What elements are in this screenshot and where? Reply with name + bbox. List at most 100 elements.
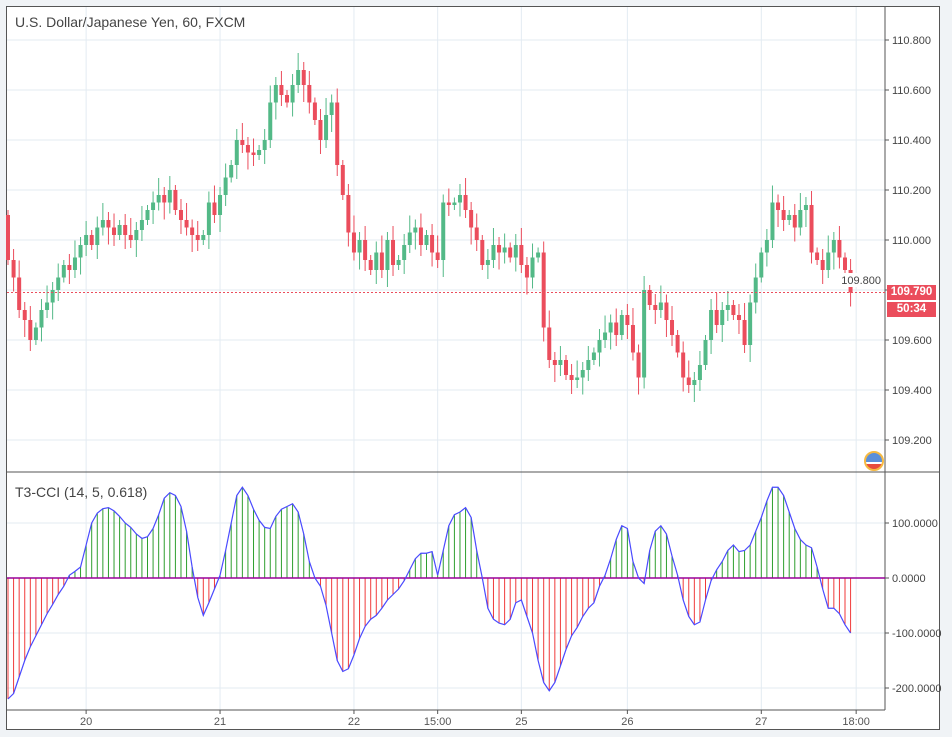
- candle: [50, 282, 55, 320]
- candle: [580, 362, 585, 395]
- candle-body: [748, 302, 753, 345]
- candle-body: [497, 245, 502, 253]
- candle-body: [614, 322, 619, 335]
- candle: [112, 213, 117, 246]
- candle: [296, 53, 301, 93]
- candle-body: [725, 305, 730, 310]
- candle: [764, 229, 769, 267]
- x-tick-label: 25: [515, 716, 527, 728]
- candle-body: [474, 227, 479, 240]
- candle-body: [391, 240, 396, 265]
- candle-body: [162, 195, 167, 203]
- candle-body: [385, 240, 390, 270]
- candle: [407, 215, 412, 253]
- candle: [736, 304, 741, 334]
- candle: [245, 137, 250, 170]
- candle-body: [826, 252, 831, 270]
- candle: [452, 197, 457, 210]
- candle-body: [424, 235, 429, 245]
- candle: [558, 346, 563, 376]
- candle-body: [56, 277, 61, 290]
- candle-body: [720, 310, 725, 325]
- candle-body: [190, 227, 195, 235]
- candle-body: [547, 327, 552, 360]
- candle-body: [329, 102, 334, 115]
- candle: [251, 138, 256, 166]
- candle-body: [843, 257, 847, 270]
- candle-body: [619, 315, 624, 335]
- candle-body: [184, 220, 189, 228]
- candle: [547, 310, 552, 368]
- price-tick-label: 109.400: [892, 385, 932, 397]
- candle: [803, 197, 808, 227]
- candle: [625, 304, 630, 339]
- candle: [357, 232, 362, 270]
- indicator-title[interactable]: T3-CCI (14, 5, 0.618): [15, 484, 148, 500]
- candle-body: [575, 377, 580, 380]
- candle-body: [452, 202, 457, 205]
- candle-body: [664, 302, 669, 320]
- candle-body: [379, 252, 384, 270]
- candle-body: [33, 327, 38, 340]
- candle: [145, 205, 150, 225]
- candle-body: [670, 320, 675, 335]
- currency-flag-icon[interactable]: [864, 451, 884, 471]
- candle: [742, 303, 747, 353]
- candle-body: [145, 210, 150, 220]
- candle: [234, 129, 239, 179]
- candle-body: [558, 360, 563, 365]
- x-tick-label: 18:00: [842, 716, 870, 728]
- candle: [497, 237, 502, 270]
- candle: [106, 212, 111, 245]
- candle-body: [201, 235, 206, 240]
- candle-body: [469, 210, 474, 228]
- candle-body: [692, 380, 697, 385]
- candle: [776, 194, 781, 227]
- candle: [457, 184, 462, 217]
- candle: [519, 228, 524, 273]
- candle: [95, 216, 100, 259]
- candle: [681, 341, 686, 392]
- candle-body: [357, 240, 362, 253]
- candle-body: [647, 290, 652, 305]
- candle-body: [290, 85, 295, 103]
- candle-body: [167, 190, 172, 203]
- symbol-title: U.S. Dollar/Japanese Yen, 60, FXCM: [15, 14, 246, 30]
- candle-body: [240, 140, 245, 145]
- candle-body: [603, 332, 608, 340]
- candle-body: [658, 302, 663, 310]
- candle: [759, 247, 764, 283]
- candle-body: [318, 120, 323, 140]
- cci-tick-label: 100.0000: [892, 518, 938, 530]
- candle: [33, 322, 38, 345]
- candle: [117, 220, 122, 240]
- candle-body: [564, 360, 568, 375]
- candle: [753, 263, 758, 314]
- candle-body: [792, 215, 797, 228]
- candle-body: [764, 240, 769, 253]
- candle-body: [430, 235, 435, 253]
- candle-body: [837, 240, 842, 258]
- candle: [11, 249, 16, 292]
- candle: [536, 247, 541, 263]
- candle: [212, 185, 217, 223]
- candle: [630, 308, 635, 361]
- candle: [424, 230, 429, 250]
- cci-line: [7, 486, 852, 700]
- candle: [731, 300, 736, 320]
- candle: [703, 335, 708, 370]
- candle: [379, 235, 384, 278]
- chart-frame: [6, 6, 940, 730]
- candle: [586, 346, 591, 381]
- candle: [162, 187, 167, 220]
- candle-body: [50, 290, 55, 303]
- candle: [670, 306, 675, 346]
- candle: [530, 243, 535, 289]
- candle-body: [502, 247, 507, 253]
- candle: [664, 294, 669, 337]
- candle: [513, 234, 518, 272]
- candle: [285, 90, 289, 108]
- candle: [591, 347, 596, 365]
- candle: [6, 210, 10, 265]
